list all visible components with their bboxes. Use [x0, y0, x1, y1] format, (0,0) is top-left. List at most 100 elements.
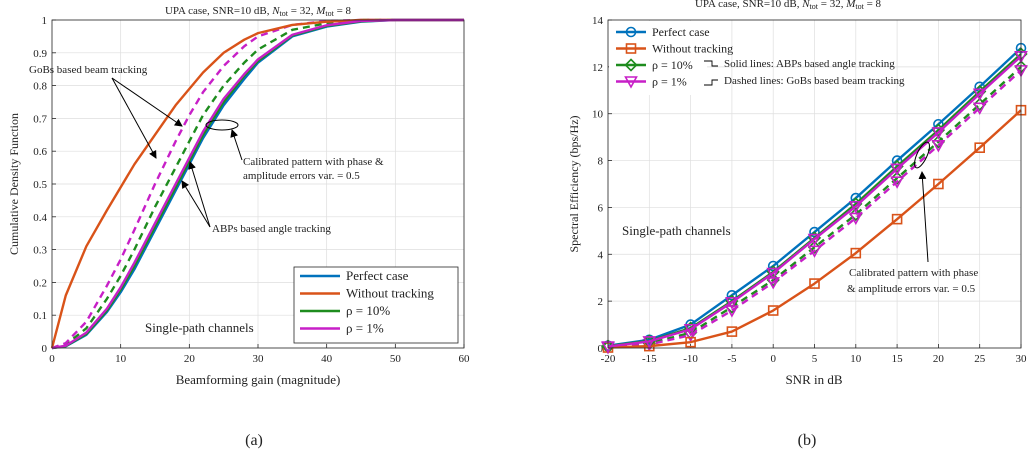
chart-a-legend: Perfect case Without tracking ρ = 10% ρ = 1…: [293, 266, 459, 344]
annotation-channel-b: Single-path channels: [622, 223, 731, 238]
data-point-rho-1: [683, 329, 698, 343]
x-tick-label: 10: [115, 353, 127, 365]
arrow-abps-a-2: [188, 161, 211, 228]
data-point-rho-1: [725, 297, 739, 310]
legend-label: Without tracking: [652, 42, 733, 56]
annotation-calib-a-2: amplitude errors var. = 0.5: [243, 170, 360, 182]
data-point-rho-1: [931, 127, 946, 140]
x-tick-label: -5: [727, 353, 737, 365]
legend-item-without-tracking: Without tracking: [616, 42, 733, 56]
chart-a-ylabel: Cumulative Density Function: [7, 113, 21, 255]
data-point-rho-1: [890, 176, 904, 189]
y-tick-label: 0.6: [33, 146, 47, 158]
data-point-rho-1: [931, 140, 946, 153]
x-tick-label: 5: [812, 353, 818, 365]
legend-marker-without-tracking: [625, 43, 637, 54]
data-point-rho-10: [973, 97, 987, 111]
panel-label-b: (b): [798, 432, 817, 449]
x-tick-label: -10: [683, 353, 698, 365]
data-point-rho-1: [766, 267, 781, 281]
series-line-rho-10-dashed: [607, 65, 1022, 349]
arrow-calib-a: [230, 129, 243, 161]
panel-label-a: (a): [245, 432, 263, 449]
calib-ellipse-a: [205, 119, 239, 131]
data-point-without-tracking: [974, 142, 986, 153]
data-point-rho-10: [931, 135, 946, 149]
series-line-rho-1-dashed: [607, 69, 1022, 349]
data-point-rho-1: [848, 200, 863, 214]
chart-b: UPA case, SNR=10 dB, Ntot = 32, Mtot = 8…: [567, 0, 1028, 387]
series-line-rho-10-dashed: [51, 18, 396, 350]
y-tick-label: 0: [598, 343, 604, 355]
legend-label: ρ = 10%: [652, 58, 693, 72]
legend-marker-rho-1: [624, 76, 638, 89]
chart-a-title: UPA case, SNR=10 dB, Ntot = 32, Mtot = 8: [165, 5, 352, 18]
data-point-without-tracking: [891, 213, 903, 225]
y-tick-label: 6: [598, 202, 604, 214]
y-tick-label: 0.7: [33, 113, 47, 125]
y-tick-label: 8: [598, 156, 604, 168]
legend-label: ρ = 1%: [652, 75, 687, 89]
annotation-calib-a-1: Calibrated pattern with phase &: [243, 156, 384, 168]
x-tick-label: 20: [933, 353, 945, 365]
y-tick-label: 10: [592, 109, 604, 121]
chart-b-lines: [601, 42, 1028, 355]
legend-label: Perfect case: [346, 268, 409, 283]
legend-item-rho-1: ρ = 1%: [616, 75, 687, 89]
y-tick-label: 1: [42, 15, 48, 27]
x-tick-label: -15: [642, 353, 657, 365]
arrow-gobs-a-2: [111, 77, 183, 127]
x-tick-label: -20: [601, 353, 616, 365]
series-line-rho-1: [51, 18, 464, 350]
x-tick-label: 25: [974, 353, 986, 365]
data-point-without-tracking: [685, 336, 696, 348]
legend-note-dashed: Dashed lines: GoBs based beam tracking: [724, 75, 905, 87]
x-tick-label: 0: [770, 353, 776, 365]
y-tick-label: 0.9: [33, 48, 47, 60]
chart-a-lines: [50, 18, 464, 350]
chart-b-ylabel: Spectral Efficiency (bps/Hz): [567, 115, 581, 252]
data-point-rho-10: [807, 240, 822, 254]
y-tick-label: 0.2: [33, 277, 47, 289]
annotation-calib-b-2: & amplitude errors var. = 0.5: [847, 283, 976, 295]
legend-marker-rho-10: [624, 58, 638, 72]
annotation-abps-a: ABPs based angle tracking: [212, 223, 331, 235]
data-point-without-tracking: [809, 278, 820, 289]
x-tick-label: 30: [1016, 353, 1028, 365]
legend-label: ρ = 1%: [346, 321, 384, 336]
chart-b-xlabel: SNR in dB: [785, 372, 842, 387]
y-tick-label: 0.3: [33, 245, 47, 257]
x-tick-label: 40: [321, 353, 333, 365]
data-point-rho-1: [683, 323, 698, 337]
data-point-without-tracking: [850, 247, 862, 259]
y-tick-label: 2: [598, 296, 604, 308]
chart-a-xlabel: Beamforming gain (magnitude): [176, 372, 341, 387]
data-point-without-tracking: [726, 326, 738, 337]
y-tick-label: 0.8: [33, 81, 47, 93]
chart-a-ticks: 0 10 20 30 40 50 60 0 0.1 0.2 0.3 0.4 0.5 0.6 0.7 0.8 0.…: [33, 15, 470, 365]
calib-ellipse-b: [914, 141, 930, 169]
legend-label: ρ = 10%: [346, 303, 390, 318]
chart-b-legend: Perfect case Without tracking ρ = 10% ρ = 1…: [609, 21, 733, 95]
annotation-gobs-a: GoBs based beam tracking: [29, 64, 148, 76]
data-point-rho-10: [890, 171, 904, 185]
x-tick-label: 20: [184, 353, 196, 365]
x-tick-label: 10: [850, 353, 862, 365]
annotation-calib-b-1: Calibrated pattern with phase: [849, 267, 978, 279]
arrow-calib-b: [918, 171, 929, 263]
x-tick-label: 15: [892, 353, 904, 365]
y-tick-label: 14: [592, 15, 604, 27]
chart-a-frame: [51, 19, 465, 349]
chart-a: UPA case, SNR=10 dB, Ntot = 32, Mtot = 8…: [7, 5, 470, 387]
legend-item-perfect-case: Perfect case: [616, 25, 710, 39]
data-point-rho-1: [890, 163, 904, 176]
legend-item-without-tracking: Without tracking: [300, 286, 434, 301]
data-point-without-tracking: [933, 178, 944, 190]
data-point-rho-10: [849, 207, 863, 222]
x-tick-label: 60: [459, 353, 471, 365]
legend-bracket-solid: [704, 60, 718, 67]
legend-item-rho-10: ρ = 10%: [300, 303, 390, 318]
data-point-rho-1: [642, 336, 657, 349]
series-line-rho-1: [607, 55, 1022, 348]
